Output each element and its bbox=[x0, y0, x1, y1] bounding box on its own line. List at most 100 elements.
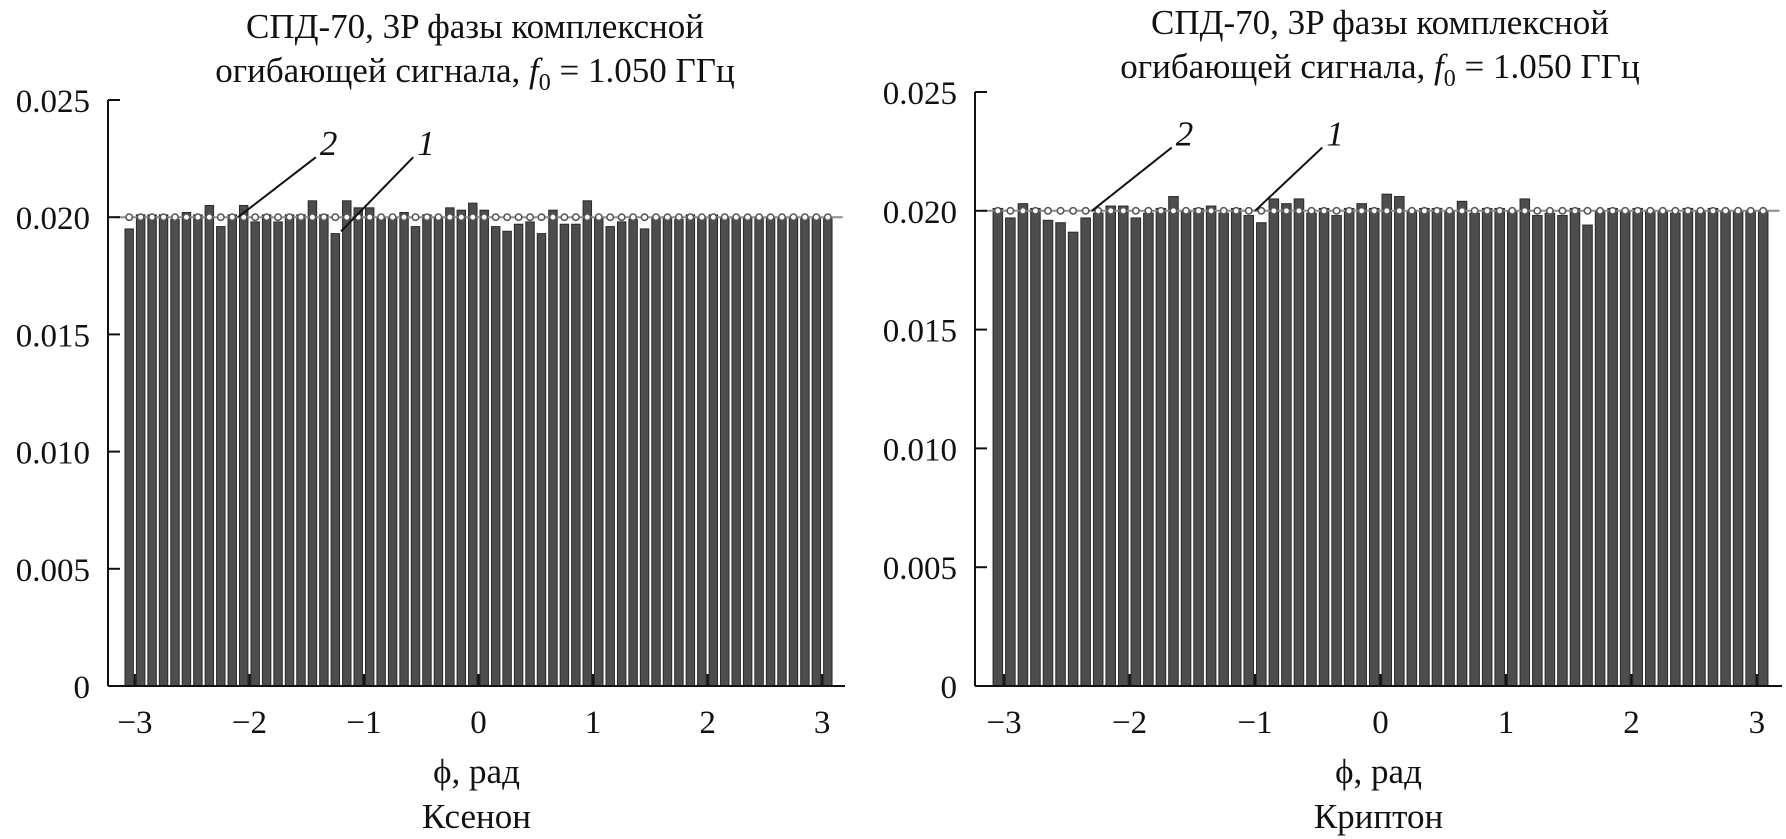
bar bbox=[628, 219, 638, 687]
reference-marker bbox=[1646, 206, 1655, 215]
reference-marker bbox=[1094, 206, 1103, 215]
bar bbox=[513, 223, 524, 687]
reference-marker bbox=[800, 213, 809, 222]
x-axis-label: ϕ, рад bbox=[1335, 752, 1422, 791]
reference-marker bbox=[1721, 206, 1730, 215]
reference-marker bbox=[1420, 206, 1429, 215]
reference-marker bbox=[1357, 206, 1366, 215]
reference-marker bbox=[125, 213, 134, 222]
reference-marker bbox=[1495, 206, 1504, 215]
bar bbox=[342, 200, 352, 687]
bar bbox=[330, 233, 341, 687]
bar bbox=[135, 214, 146, 687]
bar bbox=[296, 214, 306, 687]
bar bbox=[1569, 207, 1581, 687]
reference-line-series-2 bbox=[981, 206, 1780, 215]
bar bbox=[536, 233, 547, 687]
bar bbox=[1092, 212, 1104, 687]
annotation-leader-2 bbox=[1091, 146, 1173, 212]
bar bbox=[1481, 207, 1493, 687]
bar bbox=[456, 209, 467, 687]
reference-marker bbox=[445, 213, 454, 222]
x-tick-label: −1 bbox=[1237, 705, 1272, 741]
bar bbox=[788, 216, 799, 687]
reference-marker bbox=[674, 213, 683, 222]
reference-marker bbox=[1759, 206, 1768, 215]
bar bbox=[605, 226, 615, 687]
reference-marker bbox=[1608, 206, 1617, 215]
reference-marker bbox=[423, 213, 431, 222]
reference-marker bbox=[606, 213, 615, 222]
y-tick-label: 0.020 bbox=[883, 195, 957, 231]
reference-marker bbox=[388, 213, 397, 222]
bar bbox=[376, 216, 386, 687]
bar bbox=[1030, 207, 1041, 687]
reference-marker bbox=[560, 213, 569, 222]
bar bbox=[1130, 217, 1142, 687]
reference-marker bbox=[1282, 206, 1291, 215]
reference-marker bbox=[148, 213, 157, 222]
reference-marker bbox=[1232, 206, 1241, 215]
reference-marker bbox=[583, 213, 592, 222]
reference-marker bbox=[1320, 206, 1328, 215]
reference-marker bbox=[629, 213, 638, 222]
reference-marker bbox=[491, 213, 500, 222]
bar-series-1 bbox=[992, 193, 1769, 687]
reference-marker bbox=[1633, 206, 1642, 215]
reference-marker bbox=[571, 213, 580, 222]
bar bbox=[765, 216, 776, 687]
bar-series-1 bbox=[124, 200, 833, 687]
reference-marker bbox=[1156, 206, 1165, 215]
bar bbox=[662, 216, 673, 687]
reference-marker bbox=[755, 213, 764, 222]
bar bbox=[1494, 207, 1505, 687]
bar bbox=[1431, 207, 1443, 687]
bar bbox=[1205, 205, 1217, 687]
bar bbox=[616, 221, 627, 687]
y-tick-label: 0.005 bbox=[883, 551, 957, 587]
reference-marker bbox=[1382, 206, 1391, 215]
reference-marker bbox=[1295, 206, 1303, 215]
bar bbox=[1519, 198, 1531, 687]
panel-caption: Ксенон bbox=[422, 797, 531, 836]
bar bbox=[193, 214, 203, 687]
reference-marker bbox=[262, 213, 271, 222]
bar bbox=[651, 216, 661, 687]
bar bbox=[1456, 200, 1468, 687]
title-text: огибающей сигнала, bbox=[215, 51, 529, 90]
reference-marker bbox=[823, 213, 832, 222]
bar bbox=[1707, 207, 1719, 687]
x-tick-label: 2 bbox=[699, 705, 716, 741]
reference-marker bbox=[1696, 206, 1705, 215]
reference-marker bbox=[709, 213, 718, 222]
bar bbox=[1293, 198, 1305, 687]
bar bbox=[227, 214, 237, 687]
reference-marker bbox=[1658, 206, 1667, 215]
bar bbox=[433, 216, 444, 687]
x-tick-label: −2 bbox=[1112, 705, 1147, 741]
bar bbox=[364, 207, 375, 687]
bar bbox=[284, 214, 295, 687]
bar bbox=[1005, 217, 1016, 687]
reference-marker bbox=[400, 213, 408, 222]
reference-marker bbox=[136, 213, 145, 222]
reference-marker bbox=[1596, 206, 1605, 215]
title-f-value: = 1.050 ГГц bbox=[1456, 47, 1640, 86]
bar bbox=[811, 216, 822, 687]
panel-caption: Криптон bbox=[1314, 797, 1443, 836]
reference-marker bbox=[1734, 206, 1743, 215]
bar bbox=[674, 219, 684, 687]
reference-marker bbox=[514, 213, 523, 222]
reference-marker bbox=[1683, 206, 1692, 215]
annotation-label-1: 1 bbox=[417, 124, 435, 163]
reference-marker bbox=[1031, 206, 1040, 215]
x-tick-label: 0 bbox=[470, 705, 487, 741]
bar bbox=[1682, 207, 1694, 687]
reference-marker bbox=[1131, 206, 1140, 215]
reference-marker bbox=[1533, 206, 1542, 215]
bar bbox=[559, 223, 570, 687]
reference-marker bbox=[1508, 206, 1517, 215]
bar bbox=[1594, 210, 1606, 687]
bar bbox=[1419, 207, 1430, 687]
